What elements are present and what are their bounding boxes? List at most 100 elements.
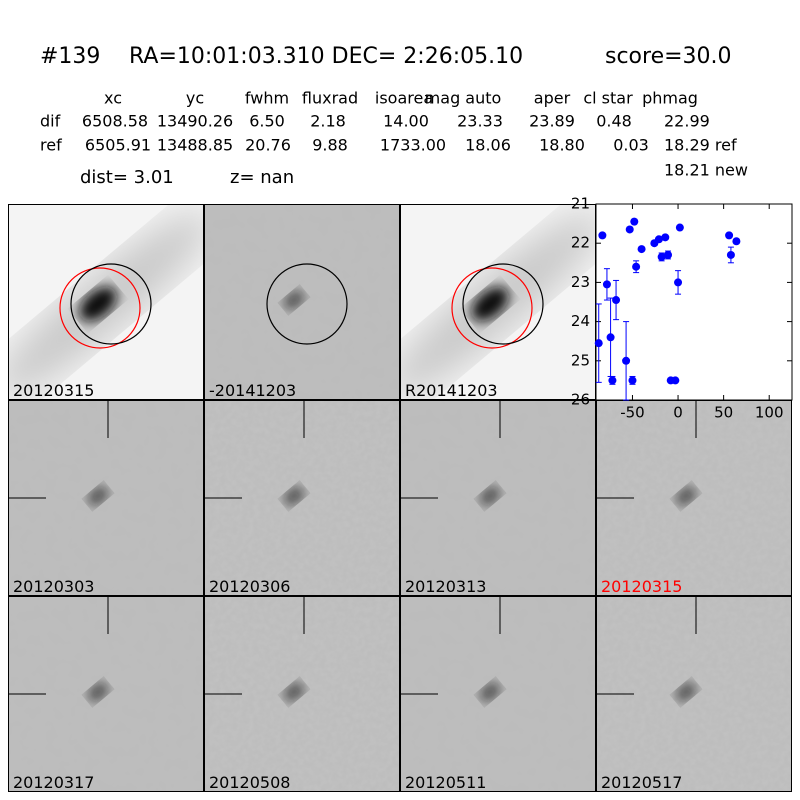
image-panel: 20120508 (204, 596, 400, 792)
source (479, 682, 501, 702)
panel-label: R20141203 (405, 381, 498, 400)
point (674, 278, 683, 287)
ref-circle (451, 267, 533, 349)
ref-circle (59, 267, 141, 349)
image-panel: 20120313 (400, 400, 596, 596)
point (661, 233, 670, 242)
source (87, 682, 109, 702)
y-tick-label: 25 (571, 351, 590, 369)
x-tick-label: 0 (673, 404, 683, 422)
panel-border (596, 596, 792, 792)
dif-circle (462, 263, 544, 345)
table-cell: 9.88 (312, 136, 348, 155)
candidate-id: #139 (40, 44, 100, 69)
table-cell: 6508.58 (82, 112, 148, 131)
table-cell: 13490.26 (157, 112, 233, 131)
column-header: mag auto (425, 89, 502, 108)
table-cell: 0.48 (596, 112, 632, 131)
point (657, 252, 666, 261)
panel-label: 20120317 (13, 773, 94, 792)
x-tick-label: 100 (755, 404, 784, 422)
phmag-new: 18.21 new (664, 161, 748, 180)
point (732, 237, 741, 246)
source (87, 486, 109, 506)
galaxy-core (79, 286, 117, 322)
panel-border (204, 204, 400, 400)
source (675, 682, 697, 702)
table-cell: 20.76 (245, 136, 291, 155)
table-cell: 2.18 (310, 112, 346, 131)
point (726, 250, 735, 259)
row-label: dif (40, 112, 61, 131)
distance: dist= 3.01 (80, 167, 174, 188)
table-cell: 13488.85 (157, 136, 233, 155)
y-tick-label: 23 (571, 273, 590, 291)
panel-label: 20120508 (209, 773, 290, 792)
point (675, 223, 684, 232)
coordinates: RA=10:01:03.310 DEC= 2:26:05.10 (129, 44, 523, 69)
source (479, 486, 501, 506)
table-cell: 18.29 ref (664, 136, 737, 155)
panel-border (204, 400, 400, 596)
panel-label: 20120306 (209, 577, 290, 596)
dif-circle (70, 263, 152, 345)
y-tick-label: 26 (571, 391, 590, 409)
source (283, 682, 305, 702)
table-cell: 23.89 (529, 112, 575, 131)
table-cell: 0.03 (613, 136, 649, 155)
panel-label: 20120313 (405, 577, 486, 596)
column-header: xc (104, 89, 122, 108)
column-header: yc (186, 89, 204, 108)
noise (204, 204, 400, 400)
column-header: aper (534, 89, 571, 108)
image-panel: 20120511 (400, 596, 596, 792)
y-tick-label: 22 (571, 234, 590, 252)
panel-label: 20120315 (601, 577, 682, 596)
image-panel: 20120306 (204, 400, 400, 596)
column-header: phmag (642, 89, 698, 108)
point (671, 376, 680, 385)
panel-label: 20120303 (13, 577, 94, 596)
point (664, 250, 673, 259)
panel-border (8, 204, 204, 400)
point (637, 245, 646, 254)
table-cell: 22.99 (664, 112, 710, 131)
point (632, 262, 641, 271)
table-cell: 1733.00 (380, 136, 446, 155)
table-cell: 18.80 (539, 136, 585, 155)
table-cell: 18.06 (465, 136, 511, 155)
y-tick-label: 24 (571, 312, 590, 330)
point (625, 225, 634, 234)
dif-circle (266, 263, 348, 345)
point (598, 231, 607, 240)
galaxy-core (471, 286, 509, 322)
point (606, 333, 615, 342)
table-cell: 23.33 (457, 112, 503, 131)
panel-border (400, 400, 596, 596)
table-cell: 6.50 (249, 112, 285, 131)
panel-border (8, 596, 204, 792)
point (612, 296, 621, 305)
point (725, 231, 734, 240)
column-header: isoarea (375, 89, 433, 108)
score: score=30.0 (605, 44, 732, 69)
point (630, 217, 639, 226)
image-panel: 20120315 (8, 204, 204, 400)
image-panel: 20120303 (8, 400, 204, 596)
point (608, 376, 617, 385)
table-cell: 14.00 (383, 112, 429, 131)
point (628, 376, 637, 385)
point (602, 280, 611, 289)
y-tick-label: 21 (571, 195, 590, 213)
source (283, 290, 305, 310)
x-tick-label: -50 (620, 404, 645, 422)
image-panel: 20120317 (8, 596, 204, 792)
x-tick-label: 50 (714, 404, 733, 422)
panel-label: -20141203 (209, 381, 296, 400)
column-header: cl star (583, 89, 633, 108)
panel-label: 20120315 (13, 381, 94, 400)
plot-area (595, 203, 793, 401)
panel-label: 20120511 (405, 773, 486, 792)
column-header: fluxrad (302, 89, 358, 108)
redshift: z= nan (230, 167, 294, 188)
